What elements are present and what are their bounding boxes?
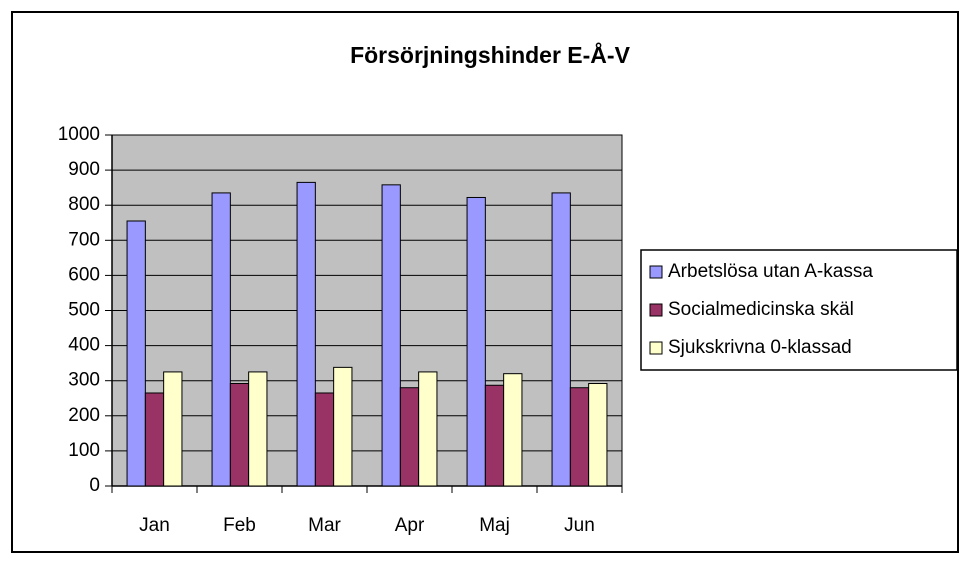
bar <box>399 387 420 487</box>
bar <box>588 383 608 487</box>
legend-label: Arbetslösa utan A-kassa <box>668 261 873 282</box>
bar <box>569 387 590 487</box>
y-tick-label: 0 <box>89 475 100 496</box>
bar <box>484 384 505 487</box>
y-tick-label: 100 <box>68 440 100 461</box>
legend-swatch <box>649 341 663 355</box>
x-tick-label: Feb <box>223 515 256 536</box>
y-tick-label: 200 <box>68 405 100 426</box>
x-tick-label: Mar <box>308 515 341 536</box>
y-tick-label: 500 <box>68 300 100 321</box>
bar <box>381 184 401 487</box>
chart-title: Försörjningshinder E-Å-V <box>350 41 631 68</box>
y-tick-label: 1000 <box>58 124 100 145</box>
y-tick-label: 700 <box>68 229 100 250</box>
x-tick-label: Maj <box>479 515 510 536</box>
x-tick-label: Jan <box>139 515 170 536</box>
bar <box>503 373 523 487</box>
bar <box>314 392 335 487</box>
bar <box>333 366 353 487</box>
bar <box>551 192 571 487</box>
legend-label: Socialmedicinska skäl <box>668 299 854 320</box>
bar <box>418 371 438 487</box>
bar <box>144 392 165 487</box>
bar <box>163 371 183 487</box>
legend-swatch <box>649 265 663 279</box>
y-tick-label: 400 <box>68 335 100 356</box>
legend-box <box>640 249 958 371</box>
y-tick-label: 800 <box>68 194 100 215</box>
y-tick-label: 300 <box>68 370 100 391</box>
bar <box>126 220 146 487</box>
legend-label: Sjukskrivna 0-klassad <box>668 337 852 358</box>
bar <box>296 181 316 487</box>
x-tick-label: Apr <box>395 515 425 536</box>
bar <box>466 196 486 487</box>
bar <box>211 192 231 487</box>
bar <box>229 383 250 487</box>
bar <box>248 371 268 487</box>
y-tick-label: 900 <box>68 159 100 180</box>
legend-swatch <box>649 303 663 317</box>
y-tick-label: 600 <box>68 264 100 285</box>
x-tick-label: Jun <box>564 515 595 536</box>
